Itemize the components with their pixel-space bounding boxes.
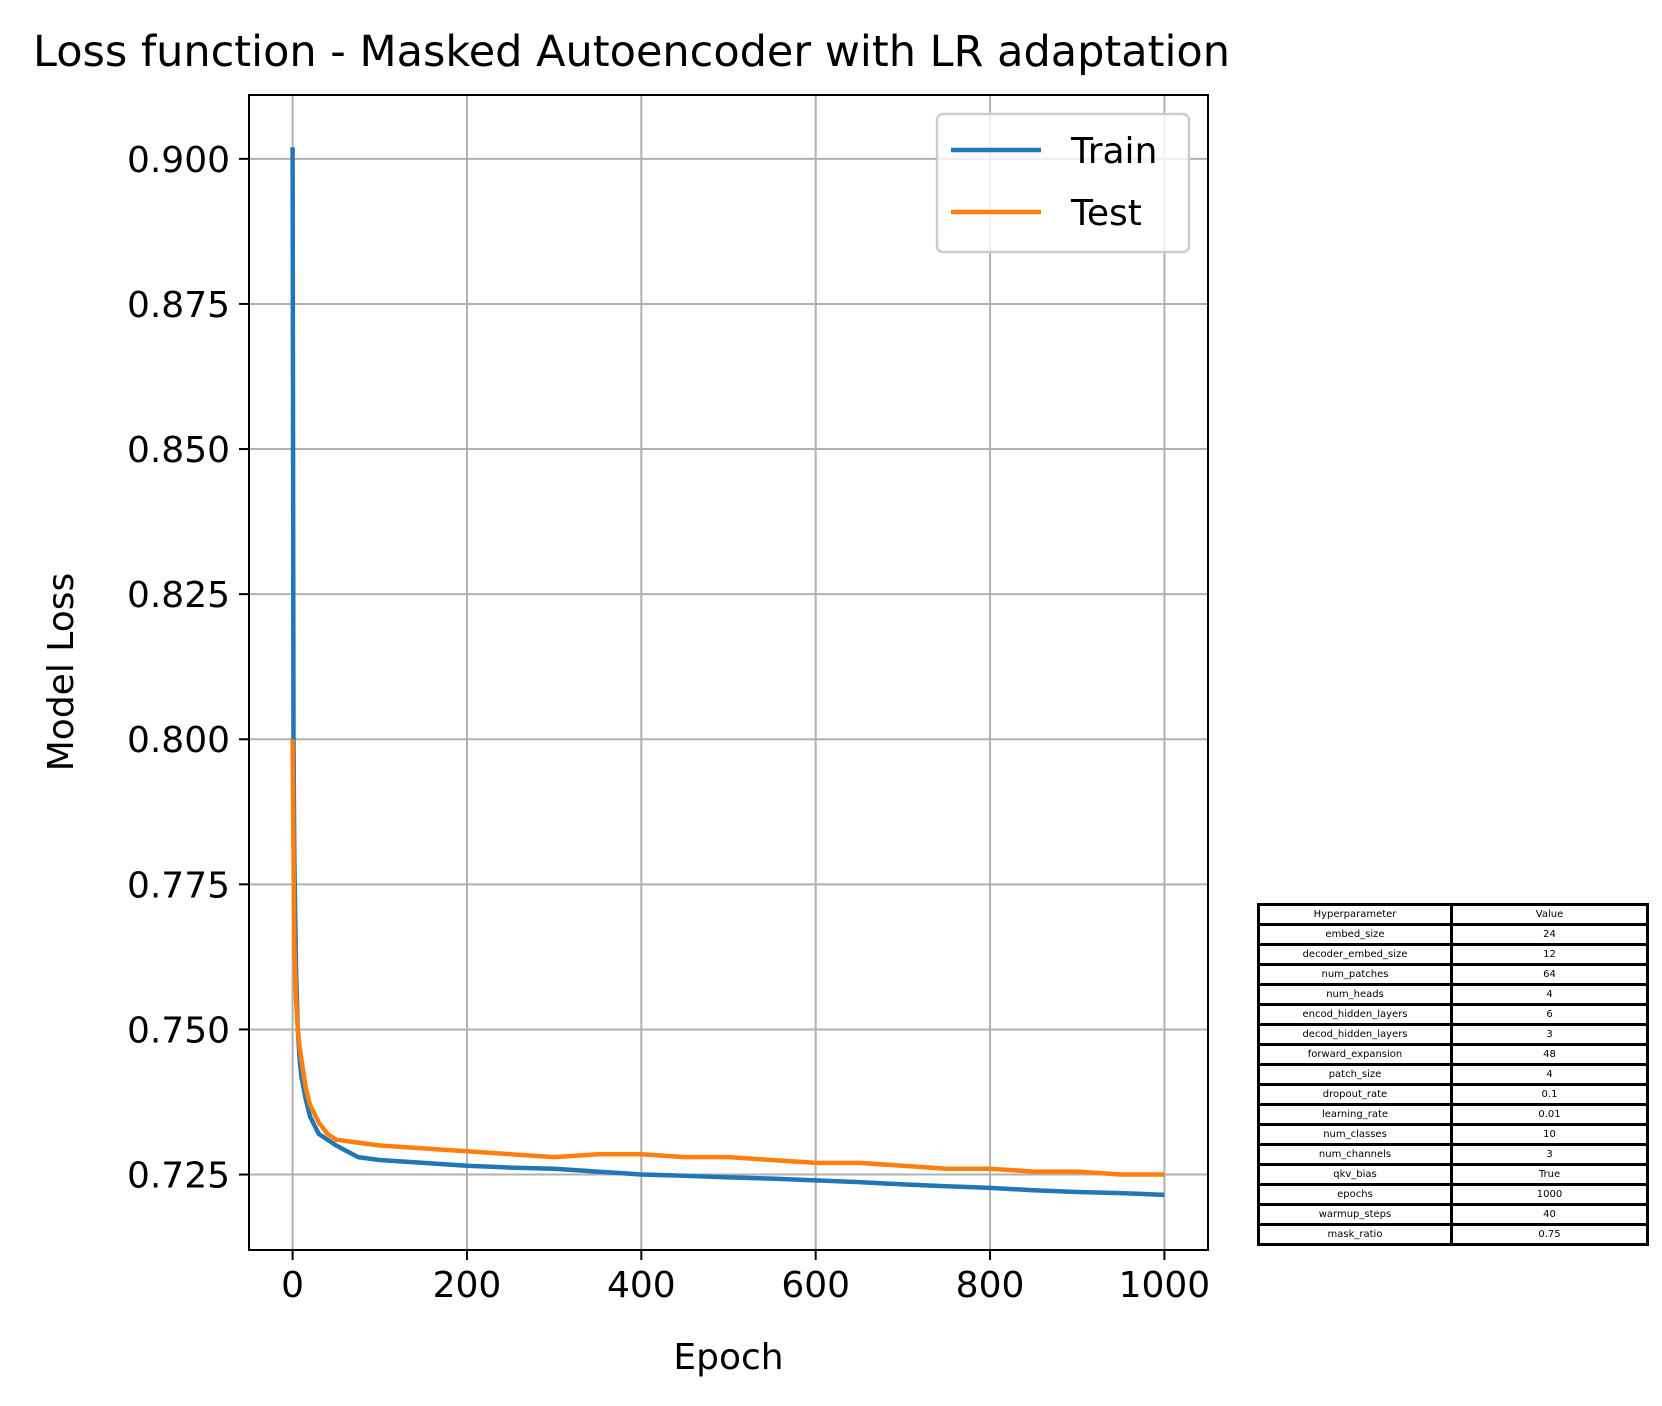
table-header-row: Hyperparameter Value bbox=[1257, 903, 1649, 926]
hyperparameter-name: dropout_rate bbox=[1257, 1083, 1453, 1106]
x-tick-label: 0 bbox=[281, 1265, 304, 1306]
legend-test-label: Test bbox=[1070, 193, 1142, 234]
hyperparameter-name: qkv_bias bbox=[1257, 1163, 1453, 1186]
table-row: decod_hidden_layers 3 bbox=[1257, 1023, 1649, 1046]
hyperparameter-table: Hyperparameter Value embed_size 24 decoder… bbox=[1257, 903, 1649, 1246]
hyperparameter-name: num_classes bbox=[1257, 1123, 1453, 1146]
hyperparameter-name: num_channels bbox=[1257, 1143, 1453, 1166]
y-tick-label: 0.775 bbox=[127, 865, 230, 906]
hyperparameter-value: 0.01 bbox=[1450, 1103, 1649, 1126]
x-tick-label: 400 bbox=[607, 1265, 676, 1306]
hyperparameter-name: encod_hidden_layers bbox=[1257, 1003, 1453, 1026]
hyperparameter-value: 24 bbox=[1450, 923, 1649, 946]
legend-train-label: Train bbox=[1070, 131, 1157, 172]
hyperparameter-value: 64 bbox=[1450, 963, 1649, 986]
hyperparameter-value: 3 bbox=[1450, 1143, 1649, 1166]
table-header-value: Value bbox=[1450, 903, 1649, 926]
hyperparameter-value: 10 bbox=[1450, 1123, 1649, 1146]
table-row: encod_hidden_layers 6 bbox=[1257, 1003, 1649, 1026]
y-tick-label: 0.725 bbox=[127, 1156, 230, 1197]
table-row: dropout_rate 0.1 bbox=[1257, 1083, 1649, 1106]
table-header-name: Hyperparameter bbox=[1257, 903, 1453, 926]
plot-frame bbox=[248, 94, 1209, 1251]
series-line-test bbox=[290, 739, 1165, 1177]
y-tick-label: 0.750 bbox=[127, 1010, 230, 1051]
x-tick-label: 1000 bbox=[1119, 1265, 1211, 1306]
table-row: num_patches 64 bbox=[1257, 963, 1649, 986]
hyperparameter-name: warmup_steps bbox=[1257, 1203, 1453, 1226]
table-row: forward_expansion 48 bbox=[1257, 1043, 1649, 1066]
hyperparameter-value: 48 bbox=[1450, 1043, 1649, 1066]
table-row: warmup_steps 40 bbox=[1257, 1203, 1649, 1226]
hyperparameter-value: 12 bbox=[1450, 943, 1649, 966]
table-row: num_heads 4 bbox=[1257, 983, 1649, 1006]
hyperparameter-name: forward_expansion bbox=[1257, 1043, 1453, 1066]
y-axis-label: Model Loss bbox=[41, 573, 82, 772]
hyperparameter-name: decod_hidden_layers bbox=[1257, 1023, 1453, 1046]
legend: Train Test bbox=[935, 112, 1191, 254]
table-row: learning_rate 0.01 bbox=[1257, 1103, 1649, 1126]
x-tick-label: 200 bbox=[433, 1265, 502, 1306]
y-tick-label: 0.900 bbox=[127, 140, 230, 181]
hyperparameter-value: 4 bbox=[1450, 983, 1649, 1006]
hyperparameter-name: epochs bbox=[1257, 1183, 1453, 1206]
table-row: decoder_embed_size 12 bbox=[1257, 943, 1649, 966]
hyperparameter-name: mask_ratio bbox=[1257, 1223, 1453, 1246]
hyperparameter-name: embed_size bbox=[1257, 923, 1453, 946]
hyperparameter-name: decoder_embed_size bbox=[1257, 943, 1453, 966]
hyperparameter-name: patch_size bbox=[1257, 1063, 1453, 1086]
hyperparameter-value: 3 bbox=[1450, 1023, 1649, 1046]
hyperparameter-name: learning_rate bbox=[1257, 1103, 1453, 1126]
hyperparameter-value: 4 bbox=[1450, 1063, 1649, 1086]
hyperparameter-value: 0.75 bbox=[1450, 1223, 1649, 1246]
hyperparameter-value: 1000 bbox=[1450, 1183, 1649, 1206]
table-row: patch_size 4 bbox=[1257, 1063, 1649, 1086]
hyperparameter-name: num_heads bbox=[1257, 983, 1453, 1006]
table-row: epochs 1000 bbox=[1257, 1183, 1649, 1206]
table-row: num_classes 10 bbox=[1257, 1123, 1649, 1146]
hyperparameter-value: 0.1 bbox=[1450, 1083, 1649, 1106]
table-row: qkv_bias True bbox=[1257, 1163, 1649, 1186]
x-axis-label: Epoch bbox=[673, 1337, 783, 1378]
chart-title: Loss function - Masked Autoencoder with … bbox=[33, 27, 1230, 77]
hyperparameter-value: True bbox=[1450, 1163, 1649, 1186]
hyperparameter-value: 40 bbox=[1450, 1203, 1649, 1226]
x-tick-label: 800 bbox=[956, 1265, 1025, 1306]
table-row: embed_size 24 bbox=[1257, 923, 1649, 946]
x-tick-label: 600 bbox=[781, 1265, 850, 1306]
hyperparameter-name: num_patches bbox=[1257, 963, 1453, 986]
y-tick-label: 0.875 bbox=[127, 285, 230, 326]
y-tick-label: 0.850 bbox=[127, 430, 230, 471]
y-tick-label: 0.800 bbox=[127, 720, 230, 761]
table-row: num_channels 3 bbox=[1257, 1143, 1649, 1166]
table-row: mask_ratio 0.75 bbox=[1257, 1223, 1649, 1246]
hyperparameter-value: 6 bbox=[1450, 1003, 1649, 1026]
y-tick-label: 0.825 bbox=[127, 575, 230, 616]
